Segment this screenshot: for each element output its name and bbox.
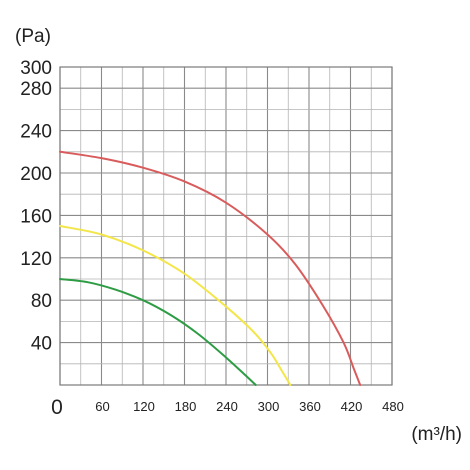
x-tick-label-origin: 0 [51,396,63,419]
x-tick-label: 240 [216,399,238,414]
series-curve-3 [59,278,257,386]
y-tick-label: 40 [31,334,52,355]
x-tick-label: 300 [258,399,280,414]
x-tick-label: 180 [175,399,197,414]
series-curve-1 [59,150,362,386]
y-tick-label: 280 [20,79,52,100]
y-tick-label: 300 [20,58,52,79]
x-axis-ticks: 0 60 120 180 240 300 360 420 480 [51,396,404,419]
x-tick-label: 60 [95,399,109,414]
y-tick-label: 240 [20,122,52,143]
x-tick-label: 360 [299,399,321,414]
y-tick-label: 200 [20,164,52,185]
x-tick-label: 480 [382,399,404,414]
x-tick-label: 420 [341,399,363,414]
grid [59,66,393,386]
curves [59,150,362,386]
y-tick-label: 120 [20,249,52,270]
x-axis-unit: (m³/h) [411,424,462,445]
x-tick-label: 120 [133,399,155,414]
series-curve-2 [59,225,292,386]
y-tick-label: 160 [20,206,52,227]
y-tick-label: 80 [31,291,52,312]
y-axis-unit: (Pa) [15,26,51,47]
